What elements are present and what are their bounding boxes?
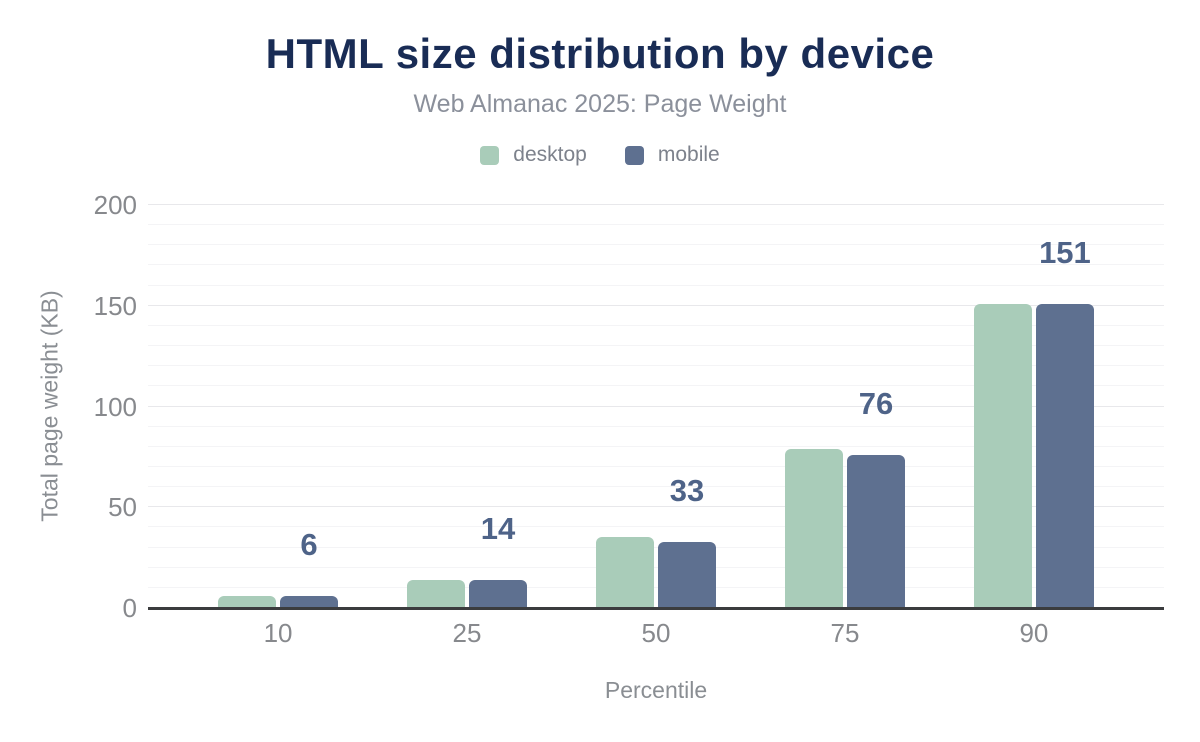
- x-tick-label-75: 75: [830, 618, 860, 648]
- gridline-110: [148, 385, 1164, 387]
- bar-mobile-p75[interactable]: [846, 454, 905, 608]
- bar-desktop-p10[interactable]: [218, 595, 277, 608]
- x-axis-baseline: [148, 607, 1164, 610]
- bar-mobile-p90[interactable]: [1035, 303, 1094, 608]
- gridline-200: [148, 204, 1164, 205]
- x-tick-label-25: 25: [452, 618, 482, 648]
- bar-mobile-p50[interactable]: [658, 541, 716, 608]
- legend-swatch-desktop: [480, 145, 500, 165]
- bar-mobile-p10[interactable]: [280, 595, 339, 608]
- legend-label-mobile: mobile: [657, 143, 720, 166]
- gridline-60: [148, 486, 1164, 488]
- gridline-70: [148, 465, 1164, 467]
- y-tick-label-0: 0: [122, 593, 137, 623]
- legend-item-mobile[interactable]: mobile: [624, 143, 720, 167]
- chart-legend: desktop mobile: [0, 143, 1200, 167]
- y-tick-label-200: 200: [93, 190, 137, 220]
- bar-value-label-p90: 151: [1039, 234, 1091, 270]
- gridline-10: [148, 586, 1164, 588]
- gridline-40: [148, 526, 1164, 528]
- gridline-30: [148, 546, 1164, 548]
- bar-mobile-p25[interactable]: [469, 579, 528, 608]
- bar-value-label-p50: 33: [669, 472, 705, 508]
- gridline-170: [148, 264, 1164, 266]
- bar-desktop-p75[interactable]: [784, 448, 843, 608]
- x-axis-title: Percentile: [604, 677, 708, 703]
- gridline-90: [148, 425, 1164, 427]
- gridline-130: [148, 345, 1164, 347]
- legend-swatch-mobile: [624, 145, 644, 165]
- chart-subtitle: Web Almanac 2025: Page Weight: [413, 90, 787, 118]
- x-tick-label-50: 50: [641, 618, 671, 648]
- gridline-180: [148, 244, 1164, 246]
- bar-value-label-p75: 76: [858, 385, 894, 421]
- x-tick-label-90: 90: [1019, 618, 1049, 648]
- y-tick-label-100: 100: [93, 391, 137, 422]
- gridline-80: [148, 445, 1164, 447]
- y-tick-label-50: 50: [108, 492, 137, 523]
- gridline-190: [148, 224, 1164, 226]
- y-tick-label-150: 150: [93, 290, 137, 321]
- gridline-150: [148, 304, 1164, 306]
- bar-value-label-p10: 6: [300, 526, 318, 562]
- gridline-100: [148, 405, 1164, 407]
- gridline-50: [148, 506, 1164, 508]
- legend-item-desktop[interactable]: desktop: [480, 143, 587, 167]
- gridline-160: [148, 284, 1164, 286]
- plot-area: 6 14 33 76 151: [148, 204, 1164, 610]
- bar-value-label-p25: 14: [480, 510, 516, 546]
- bar-desktop-p90[interactable]: [973, 303, 1032, 608]
- bar-desktop-p50[interactable]: [596, 537, 654, 608]
- gridline-140: [148, 324, 1164, 326]
- legend-label-desktop: desktop: [513, 143, 587, 166]
- bar-desktop-p25[interactable]: [407, 579, 466, 608]
- gridline-20: [148, 566, 1164, 568]
- x-tick-label-10: 10: [263, 618, 293, 648]
- chart-title: HTML size distribution by device: [265, 30, 935, 77]
- gridline-120: [148, 365, 1164, 367]
